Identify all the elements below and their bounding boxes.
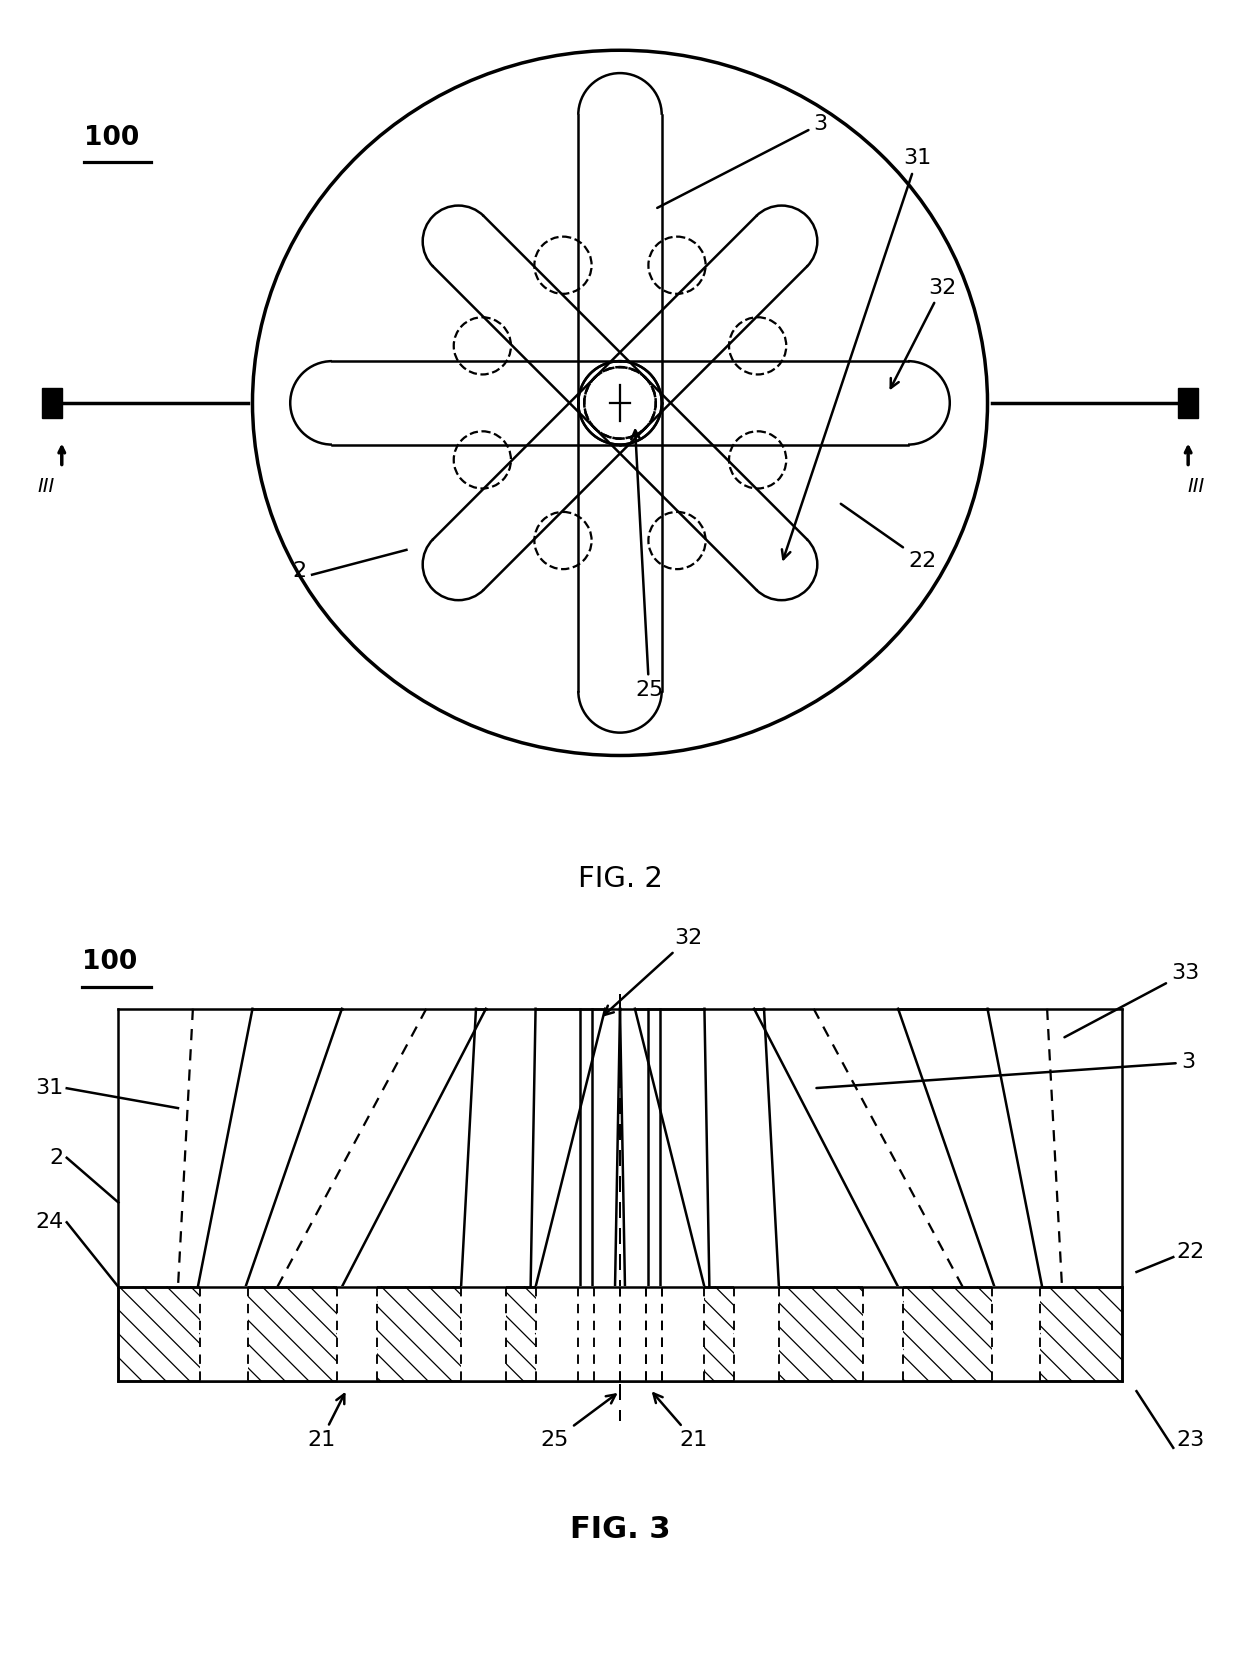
Bar [461, 1286, 506, 1382]
Text: 32: 32 [890, 278, 956, 387]
Text: FIG. 2: FIG. 2 [578, 866, 662, 892]
Bar [578, 1286, 594, 1382]
Bar [118, 1288, 1122, 1382]
Bar [620, 1286, 704, 1382]
Text: 25: 25 [631, 430, 663, 700]
Text: 32: 32 [604, 928, 703, 1015]
Text: 25: 25 [541, 1395, 615, 1450]
Text: 33: 33 [1064, 963, 1199, 1038]
Text: III: III [37, 477, 55, 496]
Text: 31: 31 [36, 1079, 63, 1099]
Text: 24: 24 [36, 1213, 63, 1233]
Text: 23: 23 [1177, 1430, 1204, 1450]
Text: FIG. 3: FIG. 3 [569, 1516, 671, 1544]
Bar [734, 1286, 779, 1382]
Text: 3: 3 [657, 114, 828, 209]
Text: 22: 22 [841, 503, 936, 571]
Text: 100: 100 [83, 124, 139, 151]
Bar [992, 1286, 1040, 1382]
Bar [863, 1286, 903, 1382]
Text: III: III [1188, 477, 1205, 496]
Bar [646, 1286, 662, 1382]
Bar [536, 1286, 620, 1382]
Bar [337, 1286, 377, 1382]
Text: 21: 21 [308, 1394, 345, 1450]
Text: 22: 22 [1177, 1243, 1204, 1263]
Text: 31: 31 [782, 149, 931, 559]
Bar [646, 1286, 662, 1382]
Text: 2: 2 [293, 561, 306, 581]
Bar [42, 387, 62, 417]
Text: 3: 3 [816, 1053, 1195, 1087]
Text: 2: 2 [50, 1149, 63, 1168]
Bar [200, 1286, 248, 1382]
Text: 21: 21 [653, 1394, 708, 1450]
Text: 100: 100 [82, 950, 136, 975]
Bar [1178, 387, 1198, 417]
